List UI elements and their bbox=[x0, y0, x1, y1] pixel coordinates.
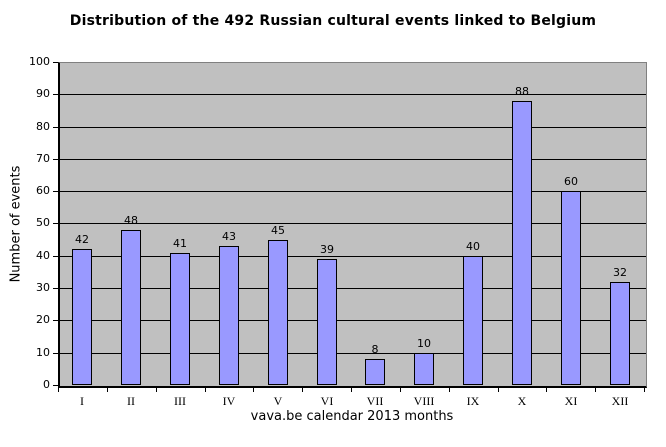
x-tick-mark-1 bbox=[107, 387, 108, 392]
bar-month-II bbox=[121, 230, 141, 385]
y-tick-mark-30 bbox=[53, 288, 58, 289]
gridline-20 bbox=[60, 320, 646, 321]
x-tick-mark-10 bbox=[546, 387, 547, 392]
y-tick-label-90: 90 bbox=[36, 87, 50, 100]
bar-value-label-VI: 39 bbox=[320, 243, 334, 256]
x-tick-label-VIII: VIII bbox=[413, 394, 435, 408]
gridline-80 bbox=[60, 127, 646, 128]
bar-value-label-I: 42 bbox=[75, 233, 89, 246]
bar-month-VIII bbox=[414, 353, 434, 385]
x-tick-mark-6 bbox=[351, 387, 352, 392]
y-tick-mark-20 bbox=[53, 320, 58, 321]
bar-month-I bbox=[72, 249, 92, 385]
y-tick-label-80: 80 bbox=[36, 120, 50, 133]
x-tick-mark-2 bbox=[156, 387, 157, 392]
x-tick-label-VII: VII bbox=[366, 394, 384, 408]
y-tick-label-100: 100 bbox=[29, 55, 50, 68]
bar-month-IV bbox=[219, 246, 239, 385]
y-tick-label-0: 0 bbox=[43, 378, 50, 391]
x-tick-mark-11 bbox=[595, 387, 596, 392]
bar-month-VII bbox=[365, 359, 385, 385]
bar-month-III bbox=[170, 253, 190, 385]
gridline-10 bbox=[60, 353, 646, 354]
y-tick-mark-70 bbox=[53, 159, 58, 160]
y-tick-label-50: 50 bbox=[36, 216, 50, 229]
x-tick-mark-5 bbox=[302, 387, 303, 392]
bar-month-IX bbox=[463, 256, 483, 385]
y-tick-mark-80 bbox=[53, 127, 58, 128]
y-tick-label-60: 60 bbox=[36, 184, 50, 197]
bar-value-label-IX: 40 bbox=[466, 240, 480, 253]
y-tick-label-70: 70 bbox=[36, 152, 50, 165]
x-tick-label-II: II bbox=[127, 394, 135, 408]
bar-month-V bbox=[268, 240, 288, 385]
y-tick-mark-50 bbox=[53, 223, 58, 224]
y-tick-label-20: 20 bbox=[36, 313, 50, 326]
bar-value-label-III: 41 bbox=[173, 237, 187, 250]
bar-value-label-X: 88 bbox=[515, 85, 529, 98]
x-tick-label-XI: XI bbox=[564, 394, 578, 408]
bar-month-XII bbox=[610, 282, 630, 385]
x-tick-label-VI: VI bbox=[320, 394, 334, 408]
x-tick-mark-8 bbox=[449, 387, 450, 392]
x-axis-title: vava.be calendar 2013 months bbox=[250, 409, 454, 424]
bar-value-label-XII: 32 bbox=[613, 266, 627, 279]
x-tick-label-XII: XII bbox=[611, 394, 629, 408]
x-tick-label-V: V bbox=[273, 394, 283, 408]
bar-value-label-XI: 60 bbox=[564, 175, 578, 188]
chart-title: Distribution of the 492 Russian cultural… bbox=[69, 13, 597, 29]
bar-month-VI bbox=[317, 259, 337, 385]
y-tick-mark-10 bbox=[53, 353, 58, 354]
x-tick-label-X: X bbox=[517, 394, 527, 408]
y-tick-mark-90 bbox=[53, 94, 58, 95]
x-tick-mark-9 bbox=[498, 387, 499, 392]
bar-value-label-II: 48 bbox=[124, 214, 138, 227]
bar-month-XI bbox=[561, 191, 581, 385]
gridline-90 bbox=[60, 94, 646, 95]
y-tick-mark-0 bbox=[53, 385, 58, 386]
bar-value-label-V: 45 bbox=[271, 224, 285, 237]
y-tick-label-30: 30 bbox=[36, 281, 50, 294]
y-tick-label-10: 10 bbox=[36, 346, 50, 359]
x-tick-label-I: I bbox=[80, 394, 84, 408]
bar-value-label-VII: 8 bbox=[371, 343, 379, 356]
x-tick-label-IX: IX bbox=[466, 394, 480, 408]
gridline-70 bbox=[60, 159, 646, 160]
y-tick-label-40: 40 bbox=[36, 249, 50, 262]
y-tick-mark-40 bbox=[53, 256, 58, 257]
plot-area bbox=[58, 62, 647, 388]
x-tick-label-IV: IV bbox=[222, 394, 236, 408]
x-tick-mark-0 bbox=[58, 387, 59, 392]
x-tick-mark-7 bbox=[400, 387, 401, 392]
gridline-60 bbox=[60, 191, 646, 192]
bar-value-label-IV: 43 bbox=[222, 230, 236, 243]
x-tick-label-III: III bbox=[174, 394, 186, 408]
gridline-30 bbox=[60, 288, 646, 289]
bar-month-X bbox=[512, 101, 532, 385]
y-tick-mark-100 bbox=[53, 62, 58, 63]
x-tick-mark-12 bbox=[644, 387, 645, 392]
y-tick-mark-60 bbox=[53, 191, 58, 192]
gridline-50 bbox=[60, 223, 646, 224]
x-tick-mark-4 bbox=[253, 387, 254, 392]
x-tick-mark-3 bbox=[205, 387, 206, 392]
bar-value-label-VIII: 10 bbox=[417, 337, 431, 350]
gridline-40 bbox=[60, 256, 646, 257]
